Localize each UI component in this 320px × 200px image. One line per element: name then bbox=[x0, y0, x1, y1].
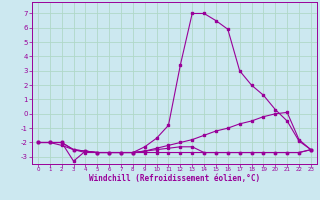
X-axis label: Windchill (Refroidissement éolien,°C): Windchill (Refroidissement éolien,°C) bbox=[89, 174, 260, 183]
